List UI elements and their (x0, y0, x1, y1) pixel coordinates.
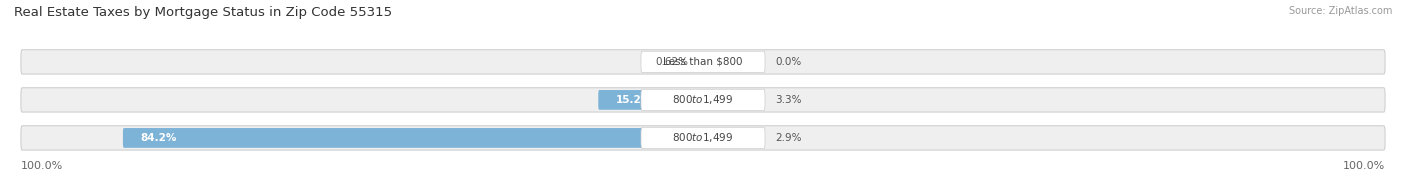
Text: Source: ZipAtlas.com: Source: ZipAtlas.com (1288, 6, 1392, 16)
FancyBboxPatch shape (641, 89, 765, 111)
Text: Less than $800: Less than $800 (664, 57, 742, 67)
Text: Real Estate Taxes by Mortgage Status in Zip Code 55315: Real Estate Taxes by Mortgage Status in … (14, 6, 392, 19)
Text: 100.0%: 100.0% (21, 161, 63, 171)
Text: 2.9%: 2.9% (775, 133, 801, 143)
Text: 15.2%: 15.2% (616, 95, 652, 105)
Text: 84.2%: 84.2% (141, 133, 177, 143)
Text: $800 to $1,499: $800 to $1,499 (672, 93, 734, 106)
FancyBboxPatch shape (21, 126, 1385, 150)
FancyBboxPatch shape (699, 52, 703, 72)
Text: 3.3%: 3.3% (775, 95, 801, 105)
Text: 100.0%: 100.0% (1343, 161, 1385, 171)
FancyBboxPatch shape (641, 127, 765, 149)
Text: 0.62%: 0.62% (655, 57, 689, 67)
FancyBboxPatch shape (703, 128, 723, 148)
FancyBboxPatch shape (641, 51, 765, 73)
FancyBboxPatch shape (122, 128, 703, 148)
Text: 0.0%: 0.0% (775, 57, 801, 67)
FancyBboxPatch shape (21, 50, 1385, 74)
FancyBboxPatch shape (21, 88, 1385, 112)
Text: $800 to $1,499: $800 to $1,499 (672, 131, 734, 144)
FancyBboxPatch shape (599, 90, 703, 110)
FancyBboxPatch shape (703, 90, 725, 110)
